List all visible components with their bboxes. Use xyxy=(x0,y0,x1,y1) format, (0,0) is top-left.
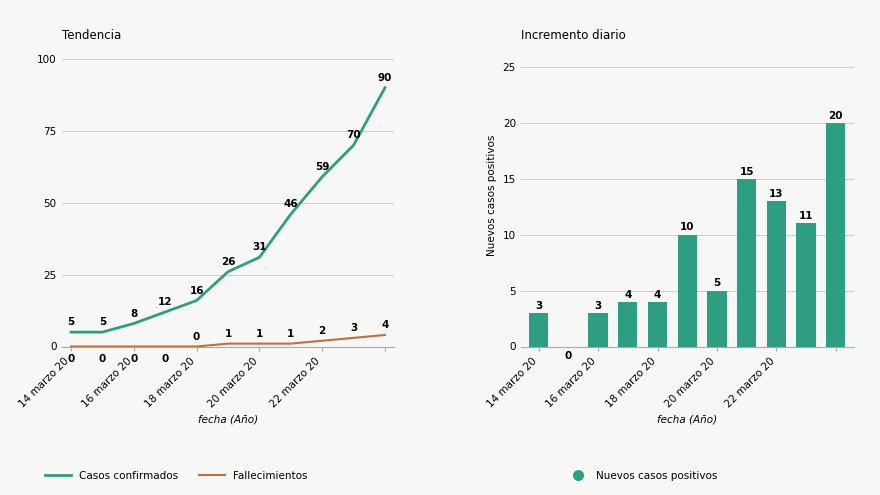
Text: Incremento diario: Incremento diario xyxy=(521,29,626,42)
Text: 4: 4 xyxy=(624,290,632,299)
Text: 46: 46 xyxy=(283,199,298,209)
Text: 20: 20 xyxy=(829,111,843,121)
Text: 0: 0 xyxy=(99,354,106,364)
Text: 0: 0 xyxy=(130,354,137,364)
Text: 31: 31 xyxy=(253,243,267,252)
Bar xyxy=(618,302,637,346)
Text: 1: 1 xyxy=(287,329,295,339)
Bar xyxy=(648,302,667,346)
Text: 70: 70 xyxy=(346,130,361,140)
Bar xyxy=(529,313,548,346)
Bar xyxy=(796,223,816,346)
Text: 0: 0 xyxy=(565,351,572,361)
Text: 11: 11 xyxy=(799,211,813,221)
Text: 5: 5 xyxy=(68,317,75,327)
Text: 0: 0 xyxy=(162,354,169,364)
Bar xyxy=(589,313,608,346)
Text: 1: 1 xyxy=(256,329,263,339)
Legend: Casos confirmados, Fallecimientos: Casos confirmados, Fallecimientos xyxy=(40,466,312,485)
Text: 90: 90 xyxy=(378,73,392,83)
Text: Tendencia: Tendencia xyxy=(62,29,121,42)
Text: 3: 3 xyxy=(350,323,357,333)
Text: 3: 3 xyxy=(595,301,602,311)
Y-axis label: Nuevos casos positivos: Nuevos casos positivos xyxy=(488,135,497,256)
Text: 12: 12 xyxy=(158,297,172,307)
Text: 16: 16 xyxy=(189,286,204,296)
Text: 5: 5 xyxy=(714,278,721,289)
X-axis label: fecha (Año): fecha (Año) xyxy=(657,414,717,425)
Text: 4: 4 xyxy=(381,320,389,330)
Bar xyxy=(766,201,786,346)
Text: 0: 0 xyxy=(68,354,75,364)
Bar xyxy=(826,123,846,346)
Bar xyxy=(737,179,756,346)
Text: 3: 3 xyxy=(535,301,542,311)
Text: 4: 4 xyxy=(654,290,661,299)
Text: 15: 15 xyxy=(739,167,754,177)
Text: 8: 8 xyxy=(130,308,137,319)
X-axis label: fecha (Año): fecha (Año) xyxy=(198,414,258,425)
Bar xyxy=(678,235,697,346)
Text: 1: 1 xyxy=(224,329,231,339)
Text: 5: 5 xyxy=(99,317,106,327)
Text: 26: 26 xyxy=(221,257,235,267)
Text: 0: 0 xyxy=(193,332,201,342)
Legend: Nuevos casos positivos: Nuevos casos positivos xyxy=(563,466,722,485)
Text: 2: 2 xyxy=(319,326,326,336)
Text: 59: 59 xyxy=(315,162,329,172)
Text: 10: 10 xyxy=(680,222,694,233)
Bar xyxy=(708,291,727,346)
Text: 13: 13 xyxy=(769,189,783,199)
